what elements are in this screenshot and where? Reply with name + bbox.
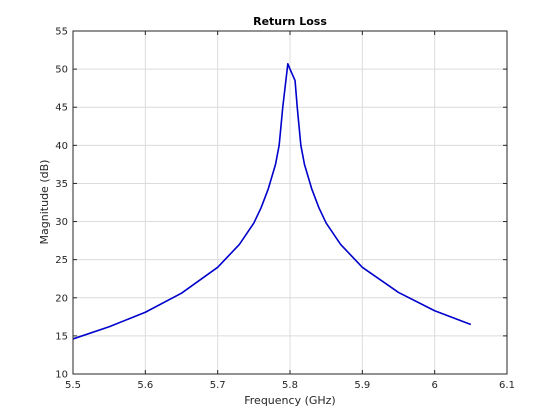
y-tick-label: 25 (55, 255, 68, 266)
grid-lines (73, 31, 507, 374)
x-axis-title: Frequency (GHz) (244, 394, 335, 407)
x-tick-label: 5.8 (282, 380, 298, 391)
x-tick-label: 5.6 (137, 380, 153, 391)
x-tick-label: 5.7 (210, 380, 226, 391)
y-tick-label: 30 (55, 217, 68, 228)
y-axis-title: Magnitude (dB) (38, 160, 51, 245)
x-tick-label: 5.5 (65, 380, 81, 391)
series-layer (72, 62, 472, 340)
y-tick-label: 35 (55, 179, 68, 190)
x-tick-label: 6.1 (499, 380, 515, 391)
y-tick-labels: 10 15 20 25 30 35 40 45 50 55 (55, 27, 68, 381)
y-tick-label: 15 (55, 331, 68, 342)
chart-title: Return Loss (253, 15, 327, 28)
y-tick-label: 10 (55, 370, 68, 381)
y-tick-label: 45 (55, 103, 68, 114)
tick-marks (72, 30, 508, 375)
x-tick-labels: 5.5 5.6 5.7 5.8 5.9 6 6.1 (65, 380, 515, 391)
series-line (72, 62, 472, 340)
y-tick-label: 55 (55, 27, 68, 38)
x-tick-label: 5.9 (354, 380, 370, 391)
y-tick-label: 20 (55, 293, 68, 304)
y-tick-label: 50 (55, 65, 68, 76)
y-tick-label: 40 (55, 141, 68, 152)
x-tick-label: 6 (431, 380, 437, 391)
